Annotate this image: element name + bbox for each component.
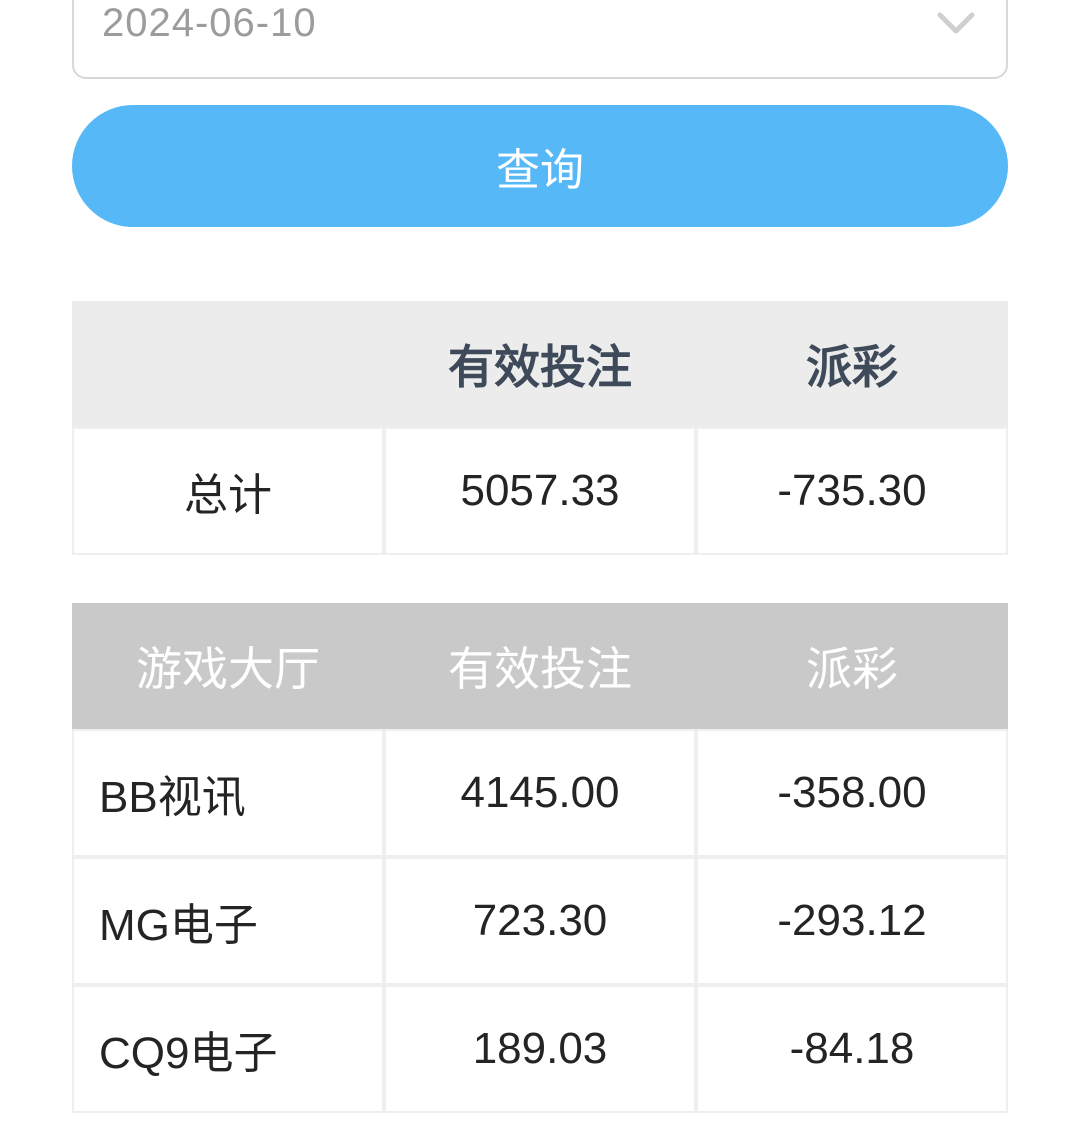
lobby-row-payout: -293.12 — [698, 859, 1006, 983]
chevron-down-icon — [936, 10, 976, 41]
lobby-row-payout: -358.00 — [698, 731, 1006, 855]
lobby-row-label: MG电子 — [74, 859, 382, 983]
lobby-row-label: CQ9电子 — [74, 987, 382, 1111]
date-select-value: 2024-06-10 — [102, 0, 317, 45]
lobby-row-payout: -84.18 — [698, 987, 1006, 1111]
summary-total-valid-bet: 5057.33 — [386, 429, 694, 553]
summary-table: 有效投注 派彩 总计 5057.33 -735.30 — [72, 301, 1008, 555]
summary-table-body: 总计 5057.33 -735.30 — [72, 427, 1008, 555]
lobby-header-valid-bet: 有效投注 — [448, 643, 632, 695]
summary-header-payout: 派彩 — [806, 341, 898, 393]
summary-table-header: 有效投注 派彩 — [72, 301, 1008, 427]
lobby-table-body: BB视讯 4145.00 -358.00 MG电子 723.30 -293.12… — [72, 729, 1008, 1113]
lobby-table: 游戏大厅 有效投注 派彩 BB视讯 4145.00 -358.00 MG电子 7… — [72, 603, 1008, 1113]
lobby-table-header: 游戏大厅 有效投注 派彩 — [72, 603, 1008, 729]
query-button[interactable]: 查询 — [72, 105, 1008, 227]
summary-total-payout: -735.30 — [698, 429, 1006, 553]
date-select[interactable]: 2024-06-10 — [72, 0, 1008, 79]
lobby-row-valid-bet: 723.30 — [386, 859, 694, 983]
lobby-row-valid-bet: 189.03 — [386, 987, 694, 1111]
lobby-header-hall: 游戏大厅 — [136, 643, 320, 695]
lobby-header-payout: 派彩 — [806, 643, 898, 695]
lobby-row-label: BB视讯 — [74, 731, 382, 855]
summary-header-valid-bet: 有效投注 — [448, 341, 632, 393]
lobby-row-valid-bet: 4145.00 — [386, 731, 694, 855]
summary-total-label: 总计 — [74, 429, 382, 553]
